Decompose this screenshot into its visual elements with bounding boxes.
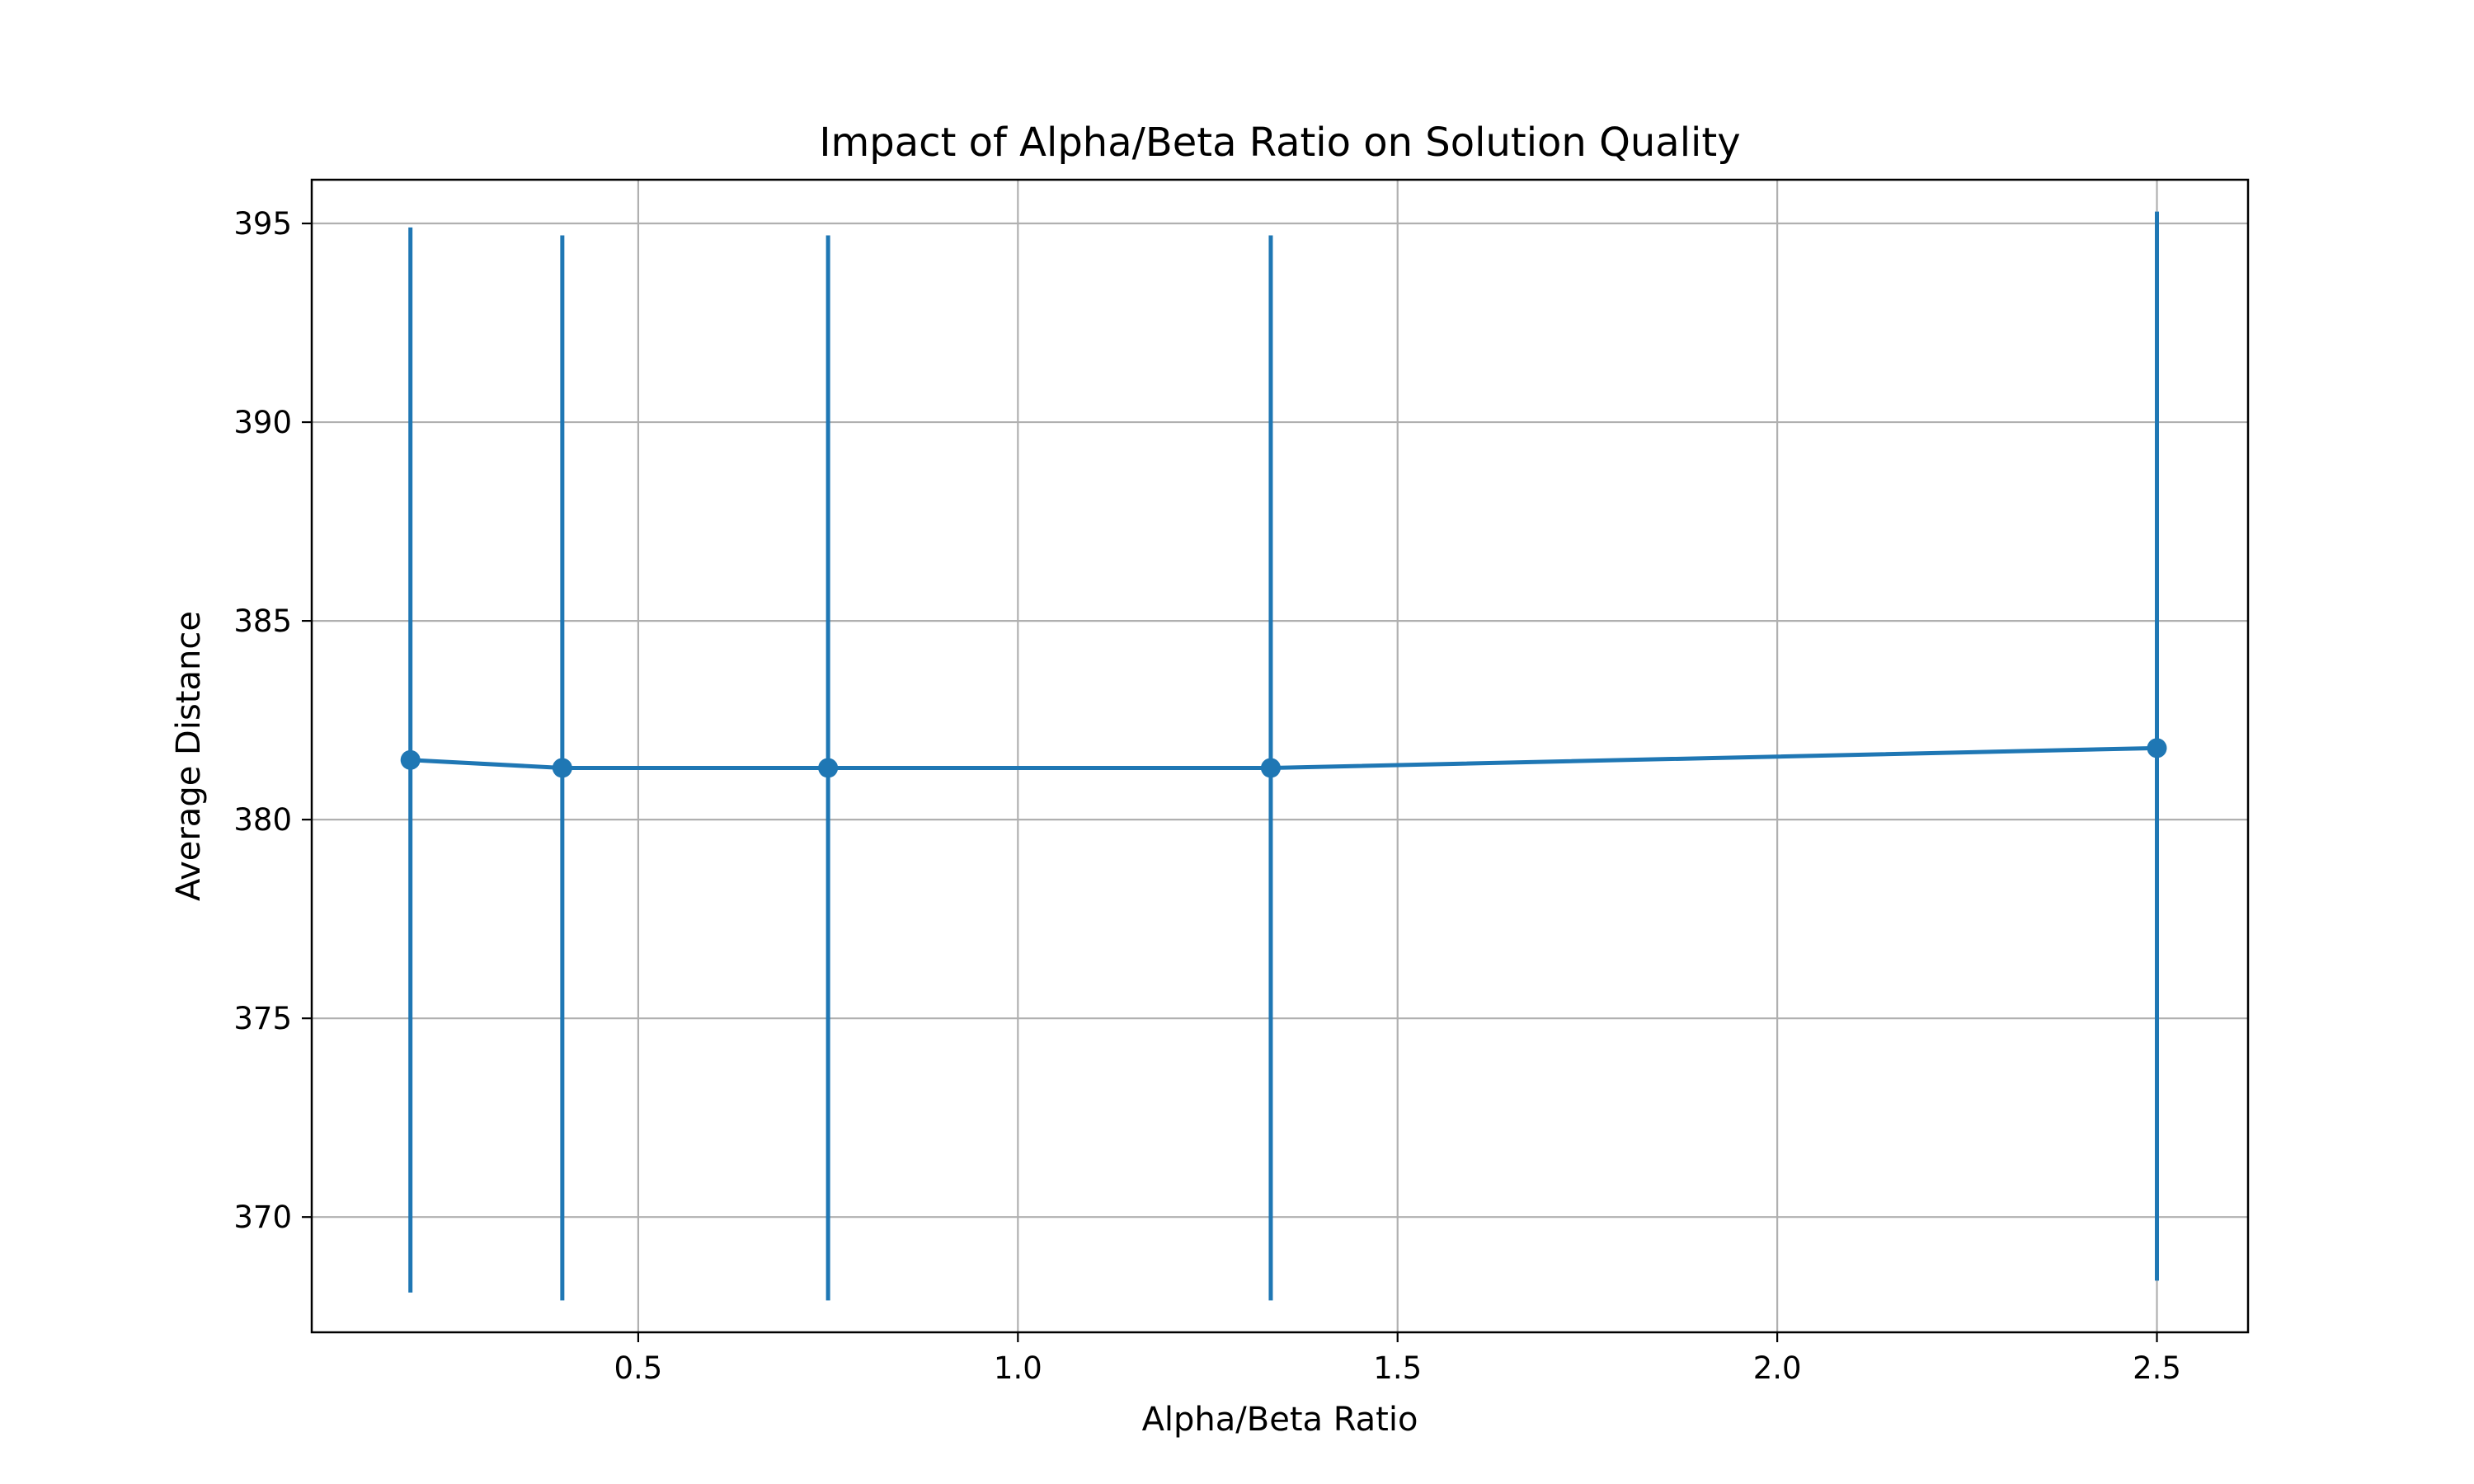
plot-frame bbox=[310, 178, 2250, 1334]
y-tick-label: 395 bbox=[233, 206, 292, 242]
data-point bbox=[552, 758, 572, 778]
y-tick-label: 385 bbox=[233, 603, 292, 639]
data-point bbox=[400, 749, 421, 770]
y-tick-label: 375 bbox=[233, 1001, 292, 1036]
y-tick-label: 390 bbox=[233, 405, 292, 440]
x-tick-label: 2.0 bbox=[1753, 1350, 1802, 1386]
chart-title: Impact of Alpha/Beta Ratio on Solution Q… bbox=[819, 120, 1740, 166]
grid bbox=[312, 180, 2248, 1332]
y-axis-label: Average Distance bbox=[170, 611, 208, 901]
data-point bbox=[2147, 738, 2167, 758]
y-tick-label: 370 bbox=[233, 1200, 292, 1235]
data-point bbox=[818, 758, 839, 778]
x-axis-label: Alpha/Beta Ratio bbox=[1142, 1401, 1418, 1439]
x-tick-label: 1.5 bbox=[1373, 1350, 1422, 1386]
x-tick-label: 1.0 bbox=[994, 1350, 1042, 1386]
data-point bbox=[1260, 758, 1281, 778]
axis-ticks: 0.5 1.0 1.5 2.0 2.5 370 375 380 385 390 395 bbox=[233, 206, 2181, 1386]
x-tick-label: 0.5 bbox=[614, 1350, 663, 1386]
data-points bbox=[400, 738, 2167, 778]
x-tick-label: 2.5 bbox=[2133, 1350, 2181, 1386]
y-tick-label: 380 bbox=[233, 802, 292, 838]
